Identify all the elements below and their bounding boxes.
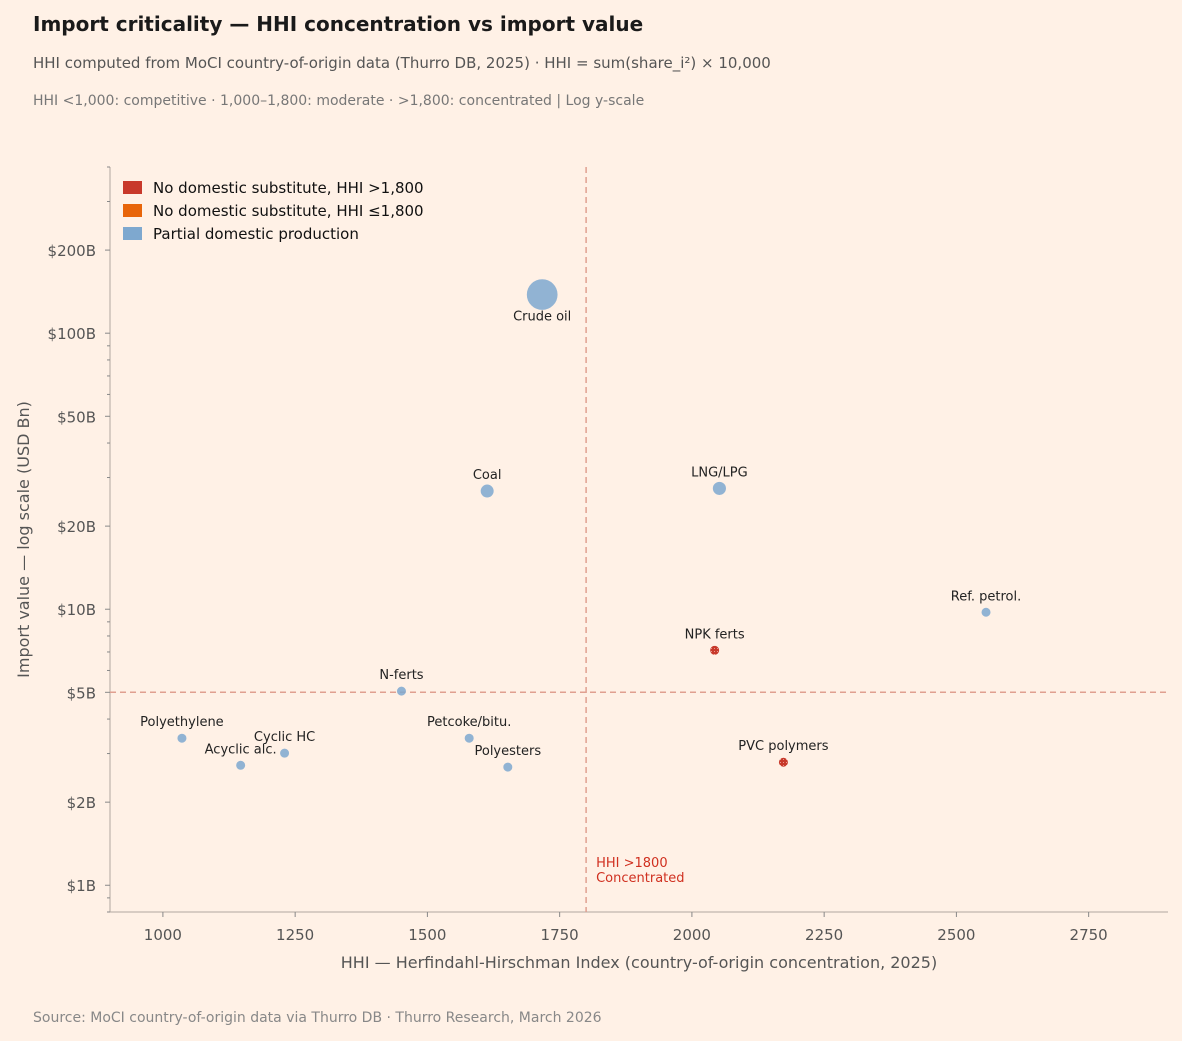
chart-subtitle: HHI computed from MoCI country-of-origin… — [33, 54, 771, 72]
point-label: Acyclic alc. — [205, 742, 277, 757]
y-axis-label: Import value — log scale (USD Bn) — [14, 401, 33, 678]
legend-swatch — [123, 227, 142, 240]
y-tick-label: $50B — [57, 408, 96, 426]
data-point — [777, 756, 789, 768]
legend-label: No domestic substitute, HHI ≤1,800 — [153, 202, 424, 220]
chart-note: HHI <1,000: competitive · 1,000–1,800: m… — [33, 93, 645, 109]
y-tick-label: $5B — [67, 684, 96, 702]
point-label: Crude oil — [513, 310, 571, 325]
point-label: Polyethylene — [140, 715, 224, 730]
point-label: N-ferts — [379, 668, 423, 683]
data-point — [463, 732, 475, 744]
x-tick-label: 1750 — [541, 926, 579, 944]
point-label: Cyclic HC — [254, 730, 315, 745]
x-tick-label: 2000 — [673, 926, 711, 944]
point-label: PVC polymers — [738, 739, 828, 754]
x-tick-label: 2250 — [805, 926, 843, 944]
x-tick-label: 2500 — [937, 926, 975, 944]
x-tick-label: 1000 — [144, 926, 182, 944]
data-point — [235, 759, 247, 771]
y-tick-label: $200B — [48, 242, 96, 260]
x-axis-label: HHI — Herfindahl-Hirschman Index (countr… — [341, 953, 937, 972]
data-point — [279, 747, 291, 759]
y-tick-label: $100B — [48, 325, 96, 343]
data-point — [479, 483, 495, 499]
y-tick-label: $2B — [67, 794, 96, 812]
data-point — [525, 278, 559, 311]
point-label: Coal — [473, 468, 502, 483]
point-label: NPK ferts — [685, 627, 745, 642]
y-tick-label: $10B — [57, 601, 96, 619]
x-tick-label: 1500 — [408, 926, 446, 944]
threshold-label: HHI >1800 — [596, 856, 668, 871]
x-tick-label: 2750 — [1070, 926, 1108, 944]
legend-label: No domestic substitute, HHI >1,800 — [153, 179, 424, 197]
point-label: Polyesters — [474, 744, 541, 759]
data-point — [711, 480, 727, 496]
point-label: Ref. petrol. — [951, 589, 1021, 604]
x-tick-label: 1250 — [276, 926, 314, 944]
legend-swatch — [123, 181, 142, 194]
y-tick-label: $20B — [57, 518, 96, 536]
point-label: Petcoke/bitu. — [427, 715, 511, 730]
data-point — [709, 644, 721, 656]
legend-swatch — [123, 204, 142, 217]
data-point — [395, 685, 407, 697]
source-note: Source: MoCI country-of-origin data via … — [33, 1010, 602, 1026]
legend-label: Partial domestic production — [153, 225, 359, 243]
data-point — [980, 606, 992, 618]
y-tick-label: $1B — [67, 877, 96, 895]
point-label: LNG/LPG — [691, 465, 748, 480]
chart-title: Import criticality — HHI concentration v… — [33, 12, 644, 36]
data-point — [176, 732, 188, 744]
threshold-label: Concentrated — [596, 871, 684, 886]
data-point — [502, 761, 514, 773]
